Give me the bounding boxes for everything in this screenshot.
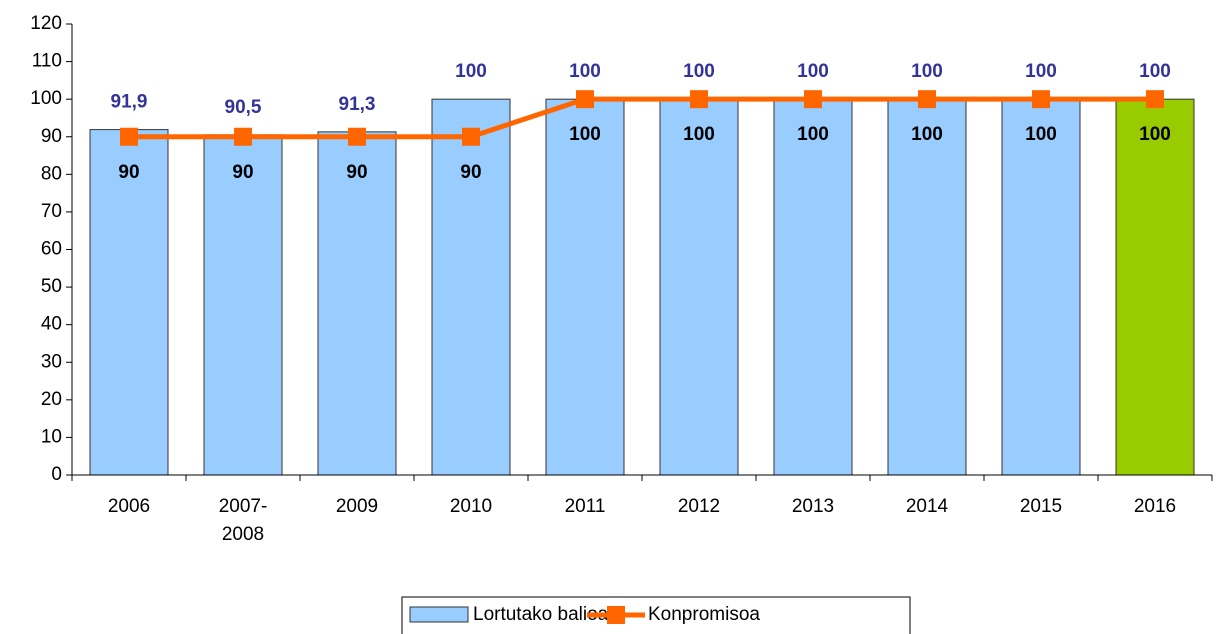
line-marker xyxy=(576,90,594,109)
y-tick-label: 60 xyxy=(41,239,62,260)
x-tick-label: 2012 xyxy=(677,496,721,517)
y-tick-label: 70 xyxy=(41,201,62,222)
bar xyxy=(1001,98,1081,476)
bar xyxy=(89,129,169,476)
bar-value-label: 100 xyxy=(569,61,601,82)
line-marker xyxy=(120,127,138,146)
bar xyxy=(1115,98,1195,476)
x-tick-label: 2009 xyxy=(335,496,379,517)
y-tick-label: 100 xyxy=(30,88,62,109)
y-tick-label: 10 xyxy=(41,426,62,447)
bar xyxy=(773,98,853,476)
x-tick-label: 2016 xyxy=(1133,496,1177,517)
x-tick-label: 2006 xyxy=(107,496,151,517)
line-marker xyxy=(1032,90,1050,109)
y-tick-label: 40 xyxy=(41,314,62,335)
bar xyxy=(545,98,625,476)
line-value-label: 100 xyxy=(1139,124,1171,145)
line-marker xyxy=(234,127,252,146)
bar-value-label: 90,5 xyxy=(225,97,262,118)
line-value-label: 100 xyxy=(911,124,943,145)
line-marker xyxy=(348,127,366,146)
line-marker xyxy=(462,127,480,146)
line-value-label: 90 xyxy=(118,162,139,183)
y-tick-label: 20 xyxy=(41,389,62,410)
bar-value-label: 100 xyxy=(1025,61,1057,82)
y-tick-label: 80 xyxy=(41,163,62,184)
line-value-label: 90 xyxy=(232,162,253,183)
bar-value-label: 91,3 xyxy=(339,94,376,115)
legend-label: Konpromisoa xyxy=(648,604,760,625)
bar xyxy=(659,98,739,476)
bar-value-label: 100 xyxy=(1139,61,1171,82)
line-value-label: 100 xyxy=(569,124,601,145)
y-tick-label: 0 xyxy=(51,464,62,485)
y-tick-label: 30 xyxy=(41,351,62,372)
line-marker xyxy=(690,90,708,109)
bar-value-label: 91,9 xyxy=(111,92,148,113)
bar xyxy=(887,98,967,476)
line-marker xyxy=(918,90,936,109)
y-tick-label: 120 xyxy=(30,13,62,34)
y-tick-label: 90 xyxy=(41,126,62,147)
line-value-label: 100 xyxy=(797,124,829,145)
legend-label: Lortutako balioa xyxy=(473,604,609,625)
bar xyxy=(317,131,397,476)
bar xyxy=(431,98,511,476)
y-tick-label: 50 xyxy=(41,276,62,297)
line-value-label: 100 xyxy=(683,124,715,145)
line xyxy=(129,96,1155,140)
line-marker xyxy=(1146,90,1164,109)
line-value-label: 90 xyxy=(460,162,481,183)
x-tick-label: 2011 xyxy=(564,496,606,517)
x-tick-label: 2007-2008 xyxy=(218,496,268,545)
line-value-label: 100 xyxy=(1025,124,1057,145)
legend-box xyxy=(401,596,911,634)
y-tick-label: 110 xyxy=(32,51,62,72)
legend-marker xyxy=(607,606,625,624)
legend-swatch xyxy=(409,606,469,623)
x-tick-label: 2015 xyxy=(1019,496,1063,517)
x-tick-label: 2010 xyxy=(449,496,493,517)
x-tick-label: 2013 xyxy=(791,496,835,517)
bar-value-label: 100 xyxy=(797,61,829,82)
bar xyxy=(203,134,283,476)
bar-value-label: 100 xyxy=(683,61,715,82)
line-value-label: 90 xyxy=(346,162,367,183)
bar-value-label: 100 xyxy=(455,61,487,82)
bar-value-label: 100 xyxy=(911,61,943,82)
x-tick-label: 2014 xyxy=(905,496,949,517)
line-marker xyxy=(804,90,822,109)
